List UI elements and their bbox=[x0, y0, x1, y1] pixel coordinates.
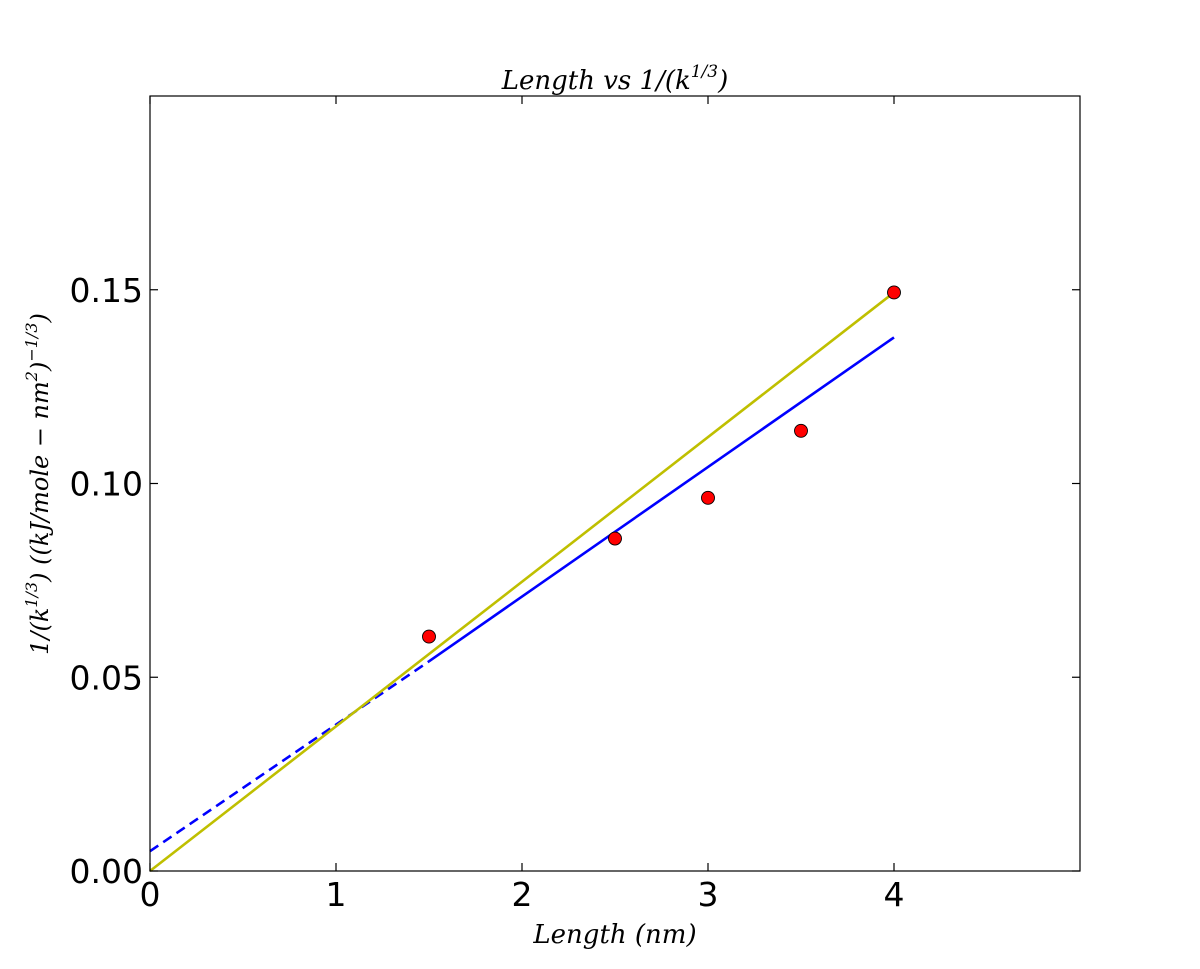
series-line-2-dashed bbox=[149, 660, 430, 853]
series-line-1 bbox=[428, 336, 895, 663]
y-tick-label-1: 0.05 bbox=[70, 658, 143, 697]
scatter-point-2 bbox=[701, 490, 715, 505]
y-tick-label-2: 0.10 bbox=[70, 465, 143, 504]
title-close: ) bbox=[717, 66, 728, 96]
y-tick-label-0: 0.00 bbox=[70, 852, 143, 891]
x-tick-label-4: 4 bbox=[884, 875, 905, 914]
x-tick-label-0: 0 bbox=[140, 875, 161, 914]
series-line-3 bbox=[149, 291, 895, 873]
scatter-point-4 bbox=[887, 285, 901, 300]
y-tick-label-3: 0.15 bbox=[70, 271, 143, 310]
plot-area bbox=[149, 285, 901, 873]
x-tick-label-1: 1 bbox=[326, 875, 347, 914]
scatter-point-1 bbox=[608, 531, 622, 546]
x-tick-label-3: 3 bbox=[698, 875, 719, 914]
scatter-point-0 bbox=[422, 629, 436, 644]
title-exponent: 1/3 bbox=[691, 62, 718, 82]
x-tick-label-2: 2 bbox=[512, 875, 533, 914]
x-axis-label: Length (nm) bbox=[532, 920, 696, 950]
scatter-point-3 bbox=[794, 423, 808, 438]
chart-title: Length vs 1/(k1/3) bbox=[501, 62, 729, 96]
ticks: 0 1 2 3 4 0.00 0.05 0.10 0.15 bbox=[70, 96, 1080, 914]
